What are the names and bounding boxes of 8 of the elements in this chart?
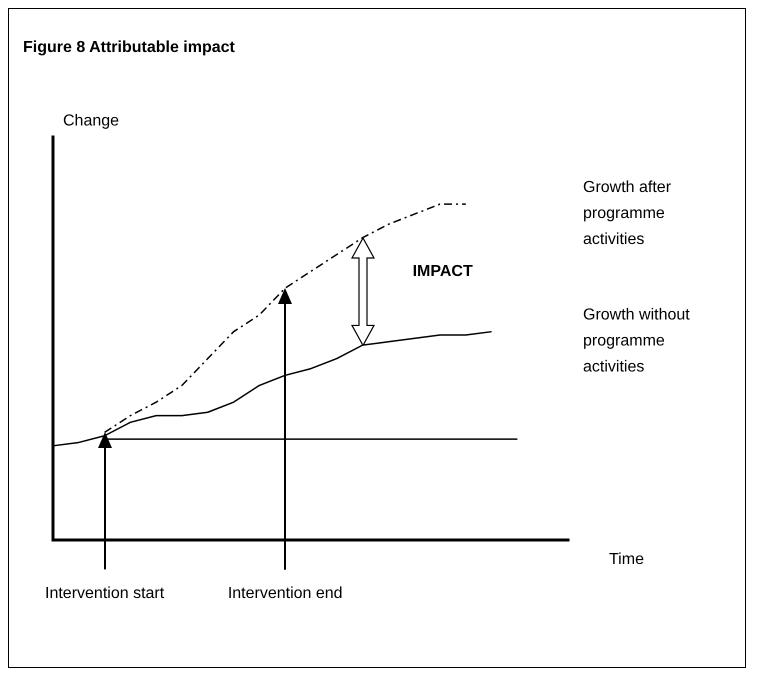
annotation: IMPACT	[412, 262, 473, 280]
x-axis-title: Time	[609, 551, 644, 568]
chart-title: Figure 8 Attributable impact	[22, 38, 236, 57]
x-tick-label: Intervention start	[45, 584, 165, 602]
text: Growth after programme activities	[583, 179, 672, 248]
y-axis-title: Change	[63, 112, 120, 130]
text: Growth without programme activities	[583, 306, 690, 376]
x-tick-label: Intervention end	[228, 584, 343, 602]
